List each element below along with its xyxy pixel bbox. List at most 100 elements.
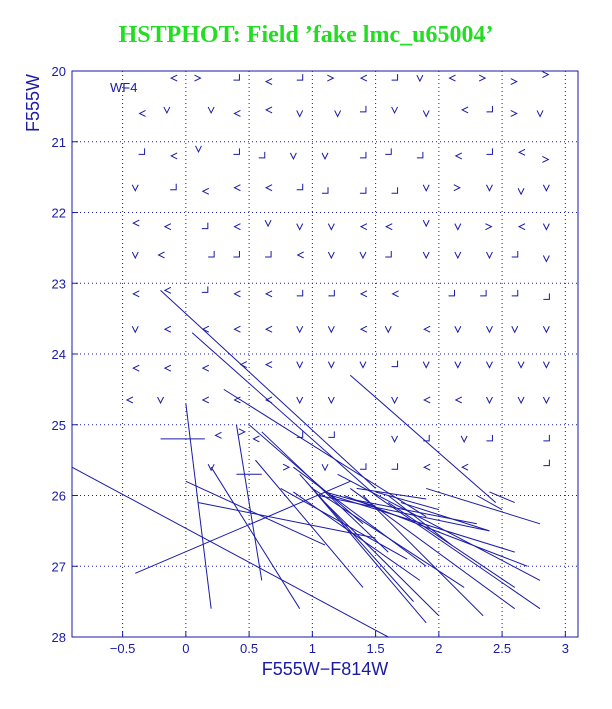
- chevron-marker: [296, 110, 304, 118]
- chevron-marker: [233, 223, 241, 231]
- chevron-marker: [478, 74, 487, 82]
- chevron-marker: [454, 251, 462, 260]
- chevron-marker: [391, 435, 399, 444]
- chevron-marker: [391, 360, 399, 368]
- chevron-marker: [238, 428, 246, 436]
- y-tick-label: 26: [52, 489, 66, 504]
- chevron-marker: [542, 155, 550, 163]
- chevron-marker: [132, 364, 140, 372]
- chevron-marker: [480, 289, 487, 297]
- chevron-marker: [359, 187, 367, 194]
- chevron-marker: [453, 184, 461, 192]
- chevron-marker: [328, 431, 335, 438]
- chevron-marker: [296, 74, 304, 81]
- vector-line: [362, 495, 484, 617]
- chevron-marker: [252, 435, 260, 443]
- x-axis-label: F555W−F814W: [262, 659, 389, 679]
- chevron-marker: [201, 222, 209, 230]
- vector-line: [71, 466, 389, 638]
- chevron-marker: [486, 396, 493, 405]
- vector-line: [198, 502, 376, 539]
- chevron-marker: [460, 435, 468, 444]
- chevron-marker: [416, 74, 424, 83]
- chevron-marker: [359, 74, 368, 82]
- chevron-marker: [416, 151, 424, 159]
- vector-line: [400, 502, 490, 532]
- chevron-marker: [214, 431, 222, 439]
- chevron-marker: [454, 223, 462, 231]
- chevron-marker: [461, 463, 469, 471]
- x-tick-label: 1: [309, 641, 316, 656]
- chevron-marker: [233, 290, 241, 298]
- y-ticks: 20 21 22 23 24 25 26 27 28: [52, 64, 78, 645]
- chevron-marker: [163, 325, 172, 333]
- chevron-marker: [163, 364, 172, 372]
- chevron-marker: [195, 145, 202, 153]
- chevron-marker: [327, 74, 335, 82]
- y-axis-label: F555W: [23, 74, 43, 132]
- chevron-marker: [296, 251, 304, 259]
- chevron-marker: [328, 289, 335, 297]
- chevron-marker: [131, 251, 139, 260]
- chevron-marker: [233, 325, 241, 333]
- chevron-marker: [264, 106, 273, 114]
- chevron-marker: [359, 151, 367, 159]
- vector-line: [185, 480, 326, 546]
- chevron-marker: [296, 183, 304, 191]
- x-tick-label: −0.5: [110, 641, 136, 656]
- vector-line: [210, 466, 301, 609]
- panel-label: WF4: [110, 80, 137, 95]
- chevron-marker: [264, 78, 273, 86]
- chevron-marker: [233, 110, 241, 117]
- chevron-marker: [510, 78, 518, 86]
- chevron-marker: [207, 463, 215, 472]
- chevron-marker: [296, 361, 304, 369]
- vector-line: [280, 487, 408, 560]
- vector-line: [375, 495, 541, 610]
- chevron-marker: [170, 183, 177, 191]
- chevron-marker: [542, 223, 550, 231]
- chevron-marker: [264, 184, 273, 192]
- chevron-marker: [258, 151, 266, 159]
- chevron-marker: [163, 223, 172, 231]
- chevron-marker: [486, 105, 493, 113]
- chevron-marker: [201, 286, 209, 293]
- y-tick-label: 20: [52, 64, 66, 79]
- chevron-marker: [264, 361, 273, 369]
- chevron-marker: [321, 152, 329, 161]
- chevron-marker: [163, 106, 171, 115]
- vector-line: [160, 289, 376, 489]
- chevron-marker: [264, 290, 273, 298]
- vector-line: [375, 491, 439, 511]
- chevron-marker: [543, 459, 550, 467]
- vector-line: [350, 498, 477, 525]
- chevron-marker: [391, 463, 399, 470]
- vector-line: [223, 388, 427, 518]
- chevron-marker: [511, 250, 519, 258]
- chevron-marker: [448, 289, 455, 297]
- chevron-marker: [542, 361, 550, 369]
- chevron-marker: [510, 110, 518, 117]
- chevron-marker: [384, 326, 392, 334]
- chevron-marker: [422, 251, 430, 260]
- chevron-marker: [334, 110, 342, 118]
- chevron-marker: [542, 71, 550, 78]
- chevron-marker: [423, 325, 431, 333]
- chevron-marker: [157, 396, 164, 405]
- vector-line: [489, 491, 515, 504]
- chevron-marker: [423, 463, 431, 471]
- chevron-marker: [265, 250, 272, 258]
- chevron-marker: [536, 110, 544, 118]
- x-tick-label: 3: [562, 641, 569, 656]
- vector-line: [191, 332, 376, 496]
- chevron-marker: [517, 188, 525, 196]
- chevron-marker: [543, 434, 550, 442]
- vector-line: [293, 466, 427, 567]
- chevron-marker: [391, 106, 399, 115]
- y-tick-label: 22: [52, 206, 66, 221]
- chevron-marker: [391, 187, 399, 194]
- chevron-marker: [233, 74, 240, 81]
- chevron-marker: [132, 290, 140, 298]
- chevron-marker: [542, 326, 550, 334]
